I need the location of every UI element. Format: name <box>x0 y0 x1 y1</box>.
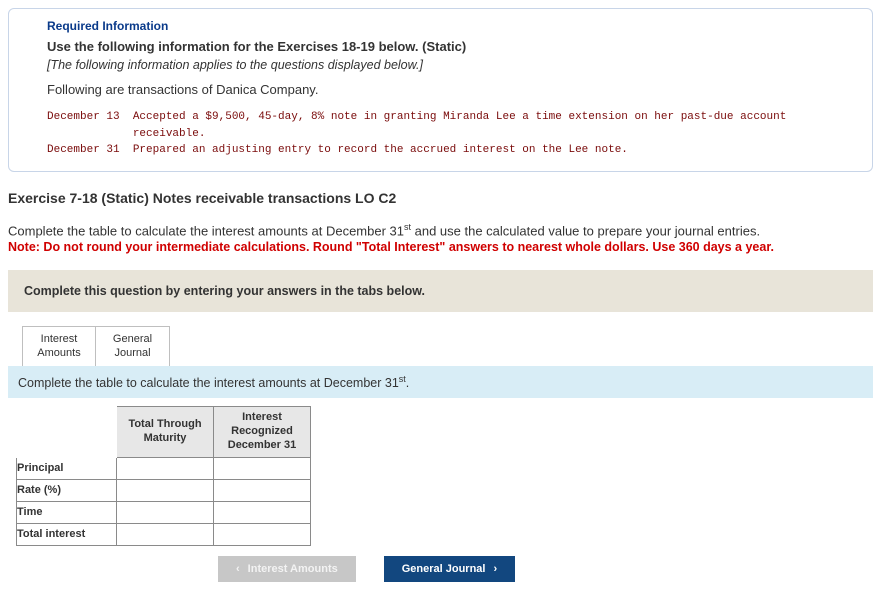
nav-row: ‹ Interest Amounts General Journal › <box>218 556 873 582</box>
tab-general-journal[interactable]: General Journal <box>96 326 170 367</box>
chevron-left-icon: ‹ <box>236 563 240 575</box>
superscript-st: st <box>404 222 411 232</box>
next-button-label: General Journal <box>402 563 486 575</box>
instruction-post: and use the calculated value to prepare … <box>411 223 760 238</box>
next-general-journal-button[interactable]: General Journal › <box>384 556 515 582</box>
info-heading: Use the following information for the Ex… <box>47 39 858 54</box>
table-row: Total interest <box>17 523 311 545</box>
tab-interest-amounts[interactable]: Interest Amounts <box>22 326 96 367</box>
tab-row: Interest Amounts General Journal <box>22 326 873 367</box>
table-row: Principal <box>17 457 311 479</box>
exercise-title: Exercise 7-18 (Static) Notes receivable … <box>8 190 873 206</box>
row-label-principal: Principal <box>17 457 117 479</box>
info-body: Following are transactions of Danica Com… <box>47 82 858 97</box>
input-time-dec31[interactable] <box>214 502 310 523</box>
warning-note: Note: Do not round your intermediate cal… <box>8 240 873 254</box>
row-label-time: Time <box>17 501 117 523</box>
col-header-interest-dec31: Interest Recognized December 31 <box>214 407 311 457</box>
chevron-right-icon: › <box>493 563 497 575</box>
sub-instruction-bar: Complete the table to calculate the inte… <box>8 366 873 398</box>
table-corner-blank <box>17 407 117 457</box>
interest-table: Total Through Maturity Interest Recogniz… <box>16 406 311 545</box>
prev-interest-amounts-button[interactable]: ‹ Interest Amounts <box>218 556 356 582</box>
table-row: Time <box>17 501 311 523</box>
required-info-title: Required Information <box>47 19 858 33</box>
col-header-total-maturity: Total Through Maturity <box>117 407 214 457</box>
instruction-pre: Complete the table to calculate the inte… <box>8 223 404 238</box>
table-row: Rate (%) <box>17 479 311 501</box>
prev-button-label: Interest Amounts <box>248 563 338 575</box>
superscript-st-2: st <box>399 374 406 384</box>
required-info-card: Required Information Use the following i… <box>8 8 873 172</box>
input-principal-dec31[interactable] <box>214 458 310 479</box>
transactions-mono-block: December 13 Accepted a $9,500, 45-day, 8… <box>47 109 858 159</box>
input-total-interest-dec31[interactable] <box>214 524 310 545</box>
prompt-bar: Complete this question by entering your … <box>8 270 873 312</box>
row-label-rate: Rate (%) <box>17 479 117 501</box>
info-italic: [The following information applies to th… <box>47 58 858 72</box>
input-total-interest-maturity[interactable] <box>117 524 213 545</box>
input-time-maturity[interactable] <box>117 502 213 523</box>
sub-bar-post: . <box>406 376 409 390</box>
input-rate-dec31[interactable] <box>214 480 310 501</box>
instruction-line: Complete the table to calculate the inte… <box>8 222 873 238</box>
row-label-total-interest: Total interest <box>17 523 117 545</box>
input-rate-maturity[interactable] <box>117 480 213 501</box>
sub-bar-pre: Complete the table to calculate the inte… <box>18 376 399 390</box>
input-principal-maturity[interactable] <box>117 458 213 479</box>
